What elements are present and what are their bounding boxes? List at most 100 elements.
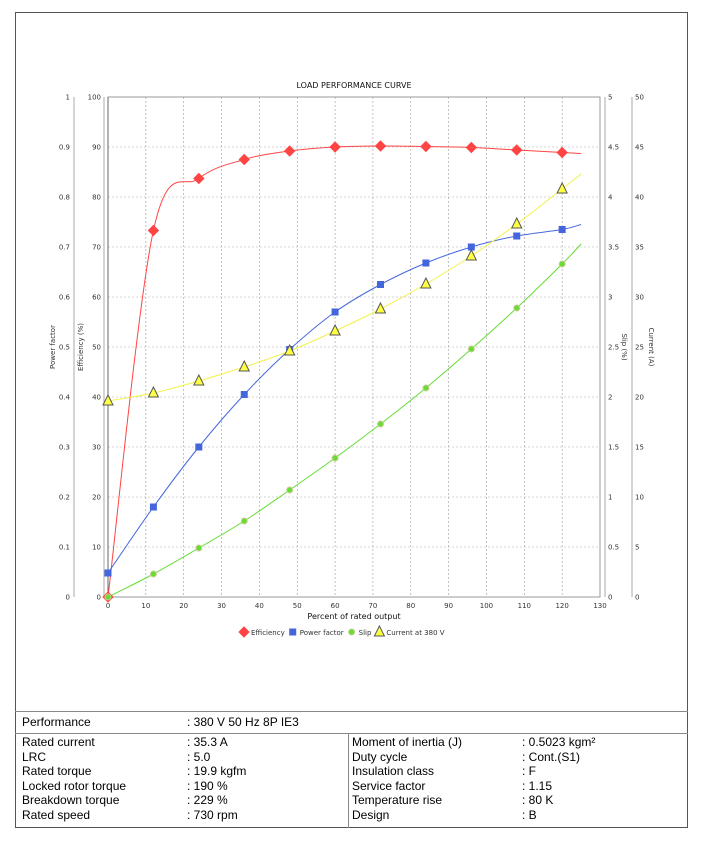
power-factor-point [149,503,157,511]
column-divider [348,733,349,828]
legend-marker-diamond [238,626,250,638]
efficiency-point [329,141,341,153]
current-axis-label: Current (A) [647,328,655,367]
power_factor-tick-label: 0.2 [59,494,70,502]
slip-tick-label: 2 [608,394,612,402]
spec-label: Insulation class [352,764,435,778]
spec-label: Moment of inertia (J) [352,735,463,749]
current-tick-label: 25 [635,344,644,352]
slip-point [467,345,475,353]
x-tick-label: 60 [331,602,340,610]
spec-label: Rated current [22,735,95,749]
efficiency-tick-label: 80 [92,194,101,202]
legend-label: Current at 380 V [386,629,444,637]
performance-label: Performance [22,715,91,729]
spec-value: : 730 rpm [187,807,238,822]
power-factor-point [195,443,203,451]
power_factor-tick-label: 0.9 [59,144,70,152]
current-tick-label: 40 [635,194,644,202]
x-tick-label: 30 [217,602,226,610]
slip-tick-label: 5 [608,94,612,102]
x-tick-label: 110 [518,602,531,610]
efficiency-tick-label: 90 [92,144,101,152]
legend-marker-circle [348,628,356,636]
slip-curve [107,243,582,598]
spec-label: Breakdown torque [22,793,120,807]
spec-value: : 5.0 [187,749,211,764]
slip-point [513,304,521,312]
power-factor-point [376,281,384,288]
slip-tick-label: 4.5 [608,144,619,152]
current-tick-label: 10 [635,494,644,502]
power-factor-point [422,259,430,267]
efficiency-tick-label: 50 [92,344,101,352]
load-performance-chart: LOAD PERFORMANCE CURVE Percent of rated … [49,81,655,638]
slip-point [286,486,294,494]
power_factor-tick-label: 0.7 [59,244,70,252]
x-axis-label: Percent of rated output [307,612,400,621]
spec-label: Locked rotor torque [22,778,127,793]
slip-point [376,420,384,428]
efficiency-tick-label: 20 [92,494,101,502]
spec-value: : 229 % [187,793,228,807]
x-tick-label: 0 [106,602,110,610]
efficiency-point [556,146,568,159]
spec-label: Duty cycle [352,749,408,764]
legend-marker-square [289,628,297,636]
slip-tick-label: 3.5 [608,244,619,252]
power_factor-tick-label: 0.1 [59,544,70,552]
slip-point [195,544,203,552]
efficiency-tick-label: 30 [92,444,101,452]
current-tick-label: 0 [635,594,639,602]
slip-point [240,517,248,525]
x-tick-label: 40 [255,602,264,610]
legend-label: Slip [359,629,372,637]
efficiency-tick-label: 10 [92,544,101,552]
x-tick-label: 20 [179,602,188,610]
pf-axis-label: Power factor [49,325,57,369]
x-tick-label: 10 [141,602,150,610]
performance-value: : 380 V 50 Hz 8P IE3 [187,715,299,729]
power-factor-point [558,226,566,233]
power_factor-tick-label: 0.6 [59,294,71,302]
power-factor-point [240,391,248,398]
efficiency-point [147,224,160,237]
current-at-380-v-point [102,393,114,406]
eff-axis-label: Efficiency (%) [77,323,85,371]
efficiency-point [193,172,205,185]
current-at-380-v-point [238,359,251,372]
spec-value: : Cont.(S1) [522,749,581,764]
performance-row: Performance : 380 V 50 Hz 8P IE3 [15,711,688,734]
power_factor-tick-label: 0 [66,594,70,602]
spec-label: Design [352,807,390,822]
slip-tick-label: 1 [608,494,612,502]
spec-label: Rated speed [22,807,91,822]
efficiency-tick-label: 60 [92,294,101,302]
chart-frame [15,12,688,828]
slip-point [149,570,157,578]
spec-value: : 1.15 [522,778,553,793]
power_factor-tick-label: 0.3 [59,444,70,452]
legend-label: Efficiency [251,629,285,637]
current-tick-label: 15 [635,444,644,452]
power-factor-point [513,232,521,240]
efficiency-point [465,141,478,154]
spec-label: Rated torque [22,764,92,778]
slip-axis-label: Slip (%) [620,333,628,360]
x-tick-label: 130 [593,602,606,610]
spec-value: : 0.5023 kgm² [522,735,596,749]
current-tick-label: 5 [635,544,639,552]
efficiency-tick-label: 70 [92,244,101,252]
current-at-380-v-point [374,301,387,314]
spec-value: : 35.3 A [187,735,228,749]
x-tick-label: 120 [555,602,568,610]
slip-tick-label: 0 [608,594,612,602]
power_factor-tick-label: 0.4 [59,394,71,402]
slip-tick-label: 1.5 [608,444,619,452]
spec-table: Performance : 380 V 50 Hz 8P IE3 Rated c… [15,711,688,828]
legend-marker-triangle [373,624,386,637]
slip-tick-label: 2.5 [608,344,619,352]
efficiency-point [283,145,296,157]
spec-value: : 190 % [187,778,228,793]
spec-label: Service factor [352,778,426,793]
